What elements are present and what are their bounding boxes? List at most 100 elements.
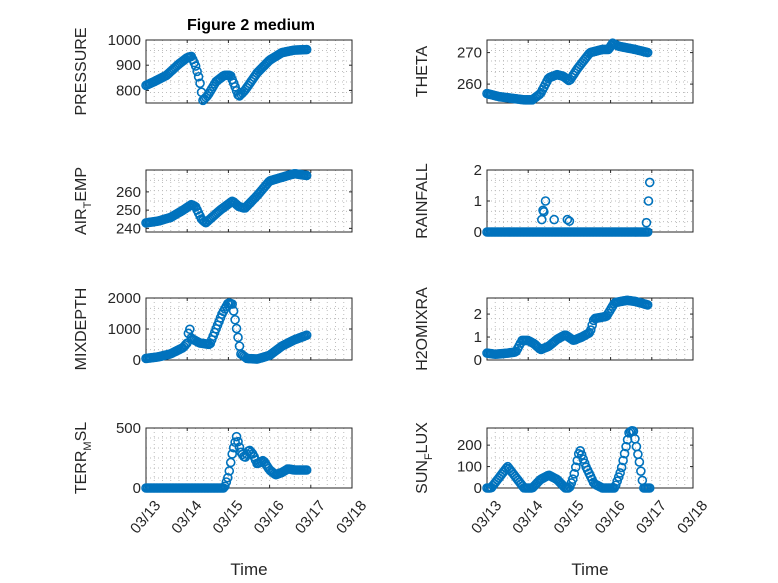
data-point bbox=[634, 457, 645, 467]
y-tick-label: 260 bbox=[116, 184, 141, 201]
data-point bbox=[618, 455, 628, 466]
data-point bbox=[231, 323, 242, 334]
axes-border bbox=[486, 39, 694, 104]
data-point bbox=[642, 227, 653, 237]
data-point bbox=[619, 448, 630, 459]
data-point bbox=[190, 61, 201, 71]
y-tick-label: 800 bbox=[116, 82, 141, 99]
y-tick-label: 0 bbox=[474, 352, 482, 369]
data-point bbox=[612, 476, 622, 486]
data-point bbox=[644, 177, 655, 188]
data-point bbox=[231, 431, 242, 442]
x-tick-label: 03/13 bbox=[468, 497, 505, 537]
y-tick-label: 100 bbox=[457, 459, 482, 476]
x-tick-label: 03/15 bbox=[209, 497, 246, 537]
x-axis-label: Time bbox=[571, 560, 608, 579]
y-tick-label: 1 bbox=[474, 193, 482, 210]
data-point bbox=[641, 217, 652, 228]
data-point bbox=[228, 442, 239, 453]
data-point bbox=[615, 468, 625, 478]
y-tick-label: 0 bbox=[474, 224, 482, 241]
x-tick-label: 03/17 bbox=[292, 497, 329, 537]
axes-border bbox=[145, 169, 353, 233]
y-axis-label: PRESSURE bbox=[73, 27, 90, 115]
data-point bbox=[233, 332, 243, 343]
data-point bbox=[301, 330, 312, 341]
x-tick-label: 03/15 bbox=[550, 497, 587, 537]
y-tick-label: 1000 bbox=[108, 321, 141, 338]
x-tick-label: 03/16 bbox=[592, 497, 629, 537]
y-tick-label: 500 bbox=[116, 420, 141, 437]
y-tick-label: 900 bbox=[116, 57, 141, 74]
data-point bbox=[570, 462, 581, 472]
y-tick-label: 0 bbox=[474, 480, 482, 497]
data-point bbox=[616, 462, 627, 473]
data-point bbox=[621, 441, 631, 452]
axes-border bbox=[145, 427, 353, 489]
x-axis-label: Time bbox=[230, 560, 267, 579]
data-point bbox=[610, 480, 621, 491]
data-point bbox=[540, 196, 551, 206]
y-tick-label: 270 bbox=[457, 45, 482, 62]
data-point bbox=[227, 299, 237, 309]
data-point bbox=[185, 324, 195, 335]
data-point bbox=[192, 66, 202, 77]
y-tick-label: 0 bbox=[133, 480, 141, 497]
data-point bbox=[613, 472, 624, 482]
panel-theta: 260 270 THETA bbox=[414, 38, 694, 105]
data-point bbox=[563, 483, 574, 493]
data-point bbox=[228, 306, 239, 316]
data-point bbox=[564, 216, 575, 226]
data-point bbox=[568, 474, 578, 484]
data-point bbox=[642, 47, 653, 58]
data-point bbox=[642, 300, 653, 310]
data-point bbox=[549, 214, 559, 225]
axes-border bbox=[486, 297, 694, 361]
y-axis-label: H2OMIXRA bbox=[414, 287, 431, 371]
y-axis-label: TERRMSL bbox=[73, 422, 94, 494]
panel-mixdepth: 0 1000 2000 MIXDEPTH bbox=[73, 288, 353, 371]
panel-rainfall: 0 1 2 RAINFALL bbox=[414, 162, 694, 241]
data-point bbox=[230, 314, 240, 325]
y-tick-label: 2 bbox=[474, 306, 482, 323]
x-tick-label: 03/18 bbox=[674, 497, 711, 537]
y-axis-label: THETA bbox=[414, 46, 431, 98]
data-point bbox=[562, 214, 573, 225]
x-tick-label: 03/17 bbox=[633, 497, 670, 537]
panel-terr-msl: 03/13 03/14 03/15 03/16 03/17 03/18 0 500 TERRMS… bbox=[73, 420, 370, 579]
data-point bbox=[569, 469, 580, 479]
data-point bbox=[636, 466, 646, 476]
figure-title: Figure 2 medium bbox=[187, 17, 315, 34]
y-tick-label: 1 bbox=[474, 329, 482, 346]
y-axis-label: SUNFLUX bbox=[414, 422, 435, 494]
y-tick-label: 2 bbox=[474, 162, 482, 179]
data-point bbox=[301, 170, 312, 181]
data-point bbox=[233, 436, 243, 447]
data-point bbox=[578, 454, 588, 464]
data-point bbox=[539, 207, 549, 217]
y-tick-label: 0 bbox=[133, 352, 141, 369]
x-tick-label: 03/18 bbox=[333, 497, 370, 537]
data-point bbox=[301, 44, 312, 55]
data-point bbox=[643, 196, 654, 206]
data-point bbox=[301, 465, 312, 475]
data-point bbox=[227, 449, 237, 459]
axes-border bbox=[486, 427, 694, 489]
y-tick-label: 200 bbox=[457, 437, 482, 454]
x-tick-label: 03/16 bbox=[251, 497, 288, 537]
y-tick-label: 2000 bbox=[108, 290, 141, 307]
data-point bbox=[585, 325, 596, 335]
data-point bbox=[193, 71, 204, 82]
y-axis-label: MIXDEPTH bbox=[73, 288, 90, 371]
x-tick-label: 03/13 bbox=[127, 497, 164, 537]
panel-h2omixra: 0 1 2 H2OMIXRA bbox=[414, 287, 694, 371]
axes-border bbox=[145, 39, 353, 104]
axes-box bbox=[486, 169, 694, 233]
y-tick-label: 240 bbox=[116, 220, 141, 237]
y-tick-label: 260 bbox=[457, 76, 482, 93]
data-point bbox=[180, 340, 191, 350]
y-axis-label: AIRTEMP bbox=[73, 167, 94, 235]
panel-sun-flux: 03/13 03/14 03/15 03/16 03/17 03/18 0 100 200 SUN… bbox=[414, 422, 711, 579]
